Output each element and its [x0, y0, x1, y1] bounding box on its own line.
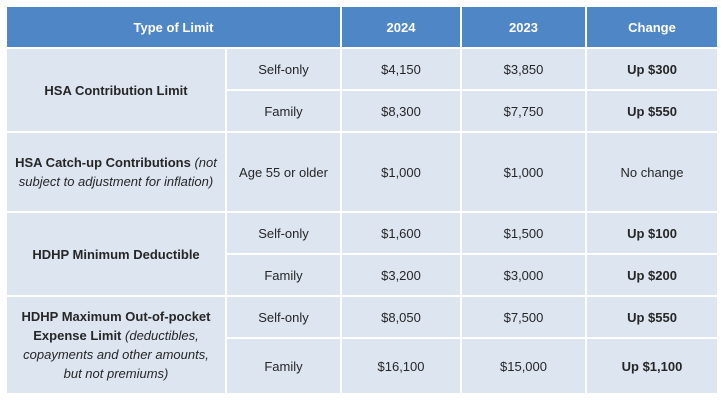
header-change: Change — [585, 5, 719, 49]
change-cell: Up $550 — [585, 89, 719, 133]
hsa-catchup-label-cell: HSA Catch-up Contributions (not subject … — [5, 131, 227, 213]
coverage-cell: Self-only — [225, 211, 342, 255]
table-row: HSA Catch-up Contributions (not subject … — [5, 131, 719, 213]
hdhp-deductible-label: HDHP Minimum Deductible — [5, 211, 227, 297]
coverage-cell: Self-only — [225, 295, 342, 339]
value-2024-cell: $8,050 — [340, 295, 462, 339]
coverage-cell: Family — [225, 337, 342, 395]
value-2024-cell: $1,000 — [340, 131, 462, 213]
hsa-contribution-label: HSA Contribution Limit — [5, 47, 227, 133]
table-row: HDHP Minimum Deductible Self-only $1,600… — [5, 211, 719, 297]
table-row: Family $3,200 $3,000 Up $200 — [6, 253, 719, 297]
limits-table: Type of Limit 2024 2023 Change HSA Contr… — [5, 5, 719, 395]
table-row: Family $16,100 $15,000 Up $1,100 — [6, 337, 719, 395]
coverage-cell: Age 55 or older — [225, 131, 342, 213]
change-cell: Up $1,100 — [585, 337, 719, 395]
value-2024-cell: $16,100 — [340, 337, 462, 395]
hdhp-oop-note: (deductibles, copayments and other amoun… — [23, 328, 209, 381]
value-2023-cell: $3,000 — [460, 253, 587, 297]
coverage-cell: Family — [225, 89, 342, 133]
coverage-cell: Self-only — [225, 47, 342, 91]
header-2023: 2023 — [460, 5, 587, 49]
hsa-catchup-note: (not subject to adjustment for inflation… — [18, 155, 217, 189]
change-cell: No change — [585, 131, 719, 213]
header-2024: 2024 — [340, 5, 462, 49]
change-cell: Up $300 — [585, 47, 719, 91]
value-2023-cell: $15,000 — [460, 337, 587, 395]
value-2024-cell: $8,300 — [340, 89, 462, 133]
table-row: Family $8,300 $7,750 Up $550 — [6, 89, 719, 133]
change-cell: Up $200 — [585, 253, 719, 297]
hdhp-oop-label-cell: HDHP Maximum Out-of-pocket Expense Limit… — [5, 295, 227, 395]
change-cell: Up $550 — [585, 295, 719, 339]
header-type-of-limit: Type of Limit — [5, 5, 342, 49]
hsa-catchup-label: HSA Catch-up Contributions — [15, 155, 191, 170]
value-2023-cell: $3,850 — [460, 47, 587, 91]
value-2023-cell: $7,500 — [460, 295, 587, 339]
table-row: HDHP Maximum Out-of-pocket Expense Limit… — [5, 295, 719, 395]
coverage-cell: Family — [225, 253, 342, 297]
value-2023-cell: $1,000 — [460, 131, 587, 213]
value-2023-cell: $7,750 — [460, 89, 587, 133]
value-2024-cell: $4,150 — [340, 47, 462, 91]
value-2024-cell: $1,600 — [340, 211, 462, 255]
hdhp-oop-label: HDHP Maximum Out-of-pocket Expense Limit — [21, 309, 211, 343]
table-row: HSA Contribution Limit Self-only $4,150 … — [5, 47, 719, 133]
value-2023-cell: $1,500 — [460, 211, 587, 255]
value-2024-cell: $3,200 — [340, 253, 462, 297]
header-row: Type of Limit 2024 2023 Change — [5, 5, 719, 49]
change-cell: Up $100 — [585, 211, 719, 255]
